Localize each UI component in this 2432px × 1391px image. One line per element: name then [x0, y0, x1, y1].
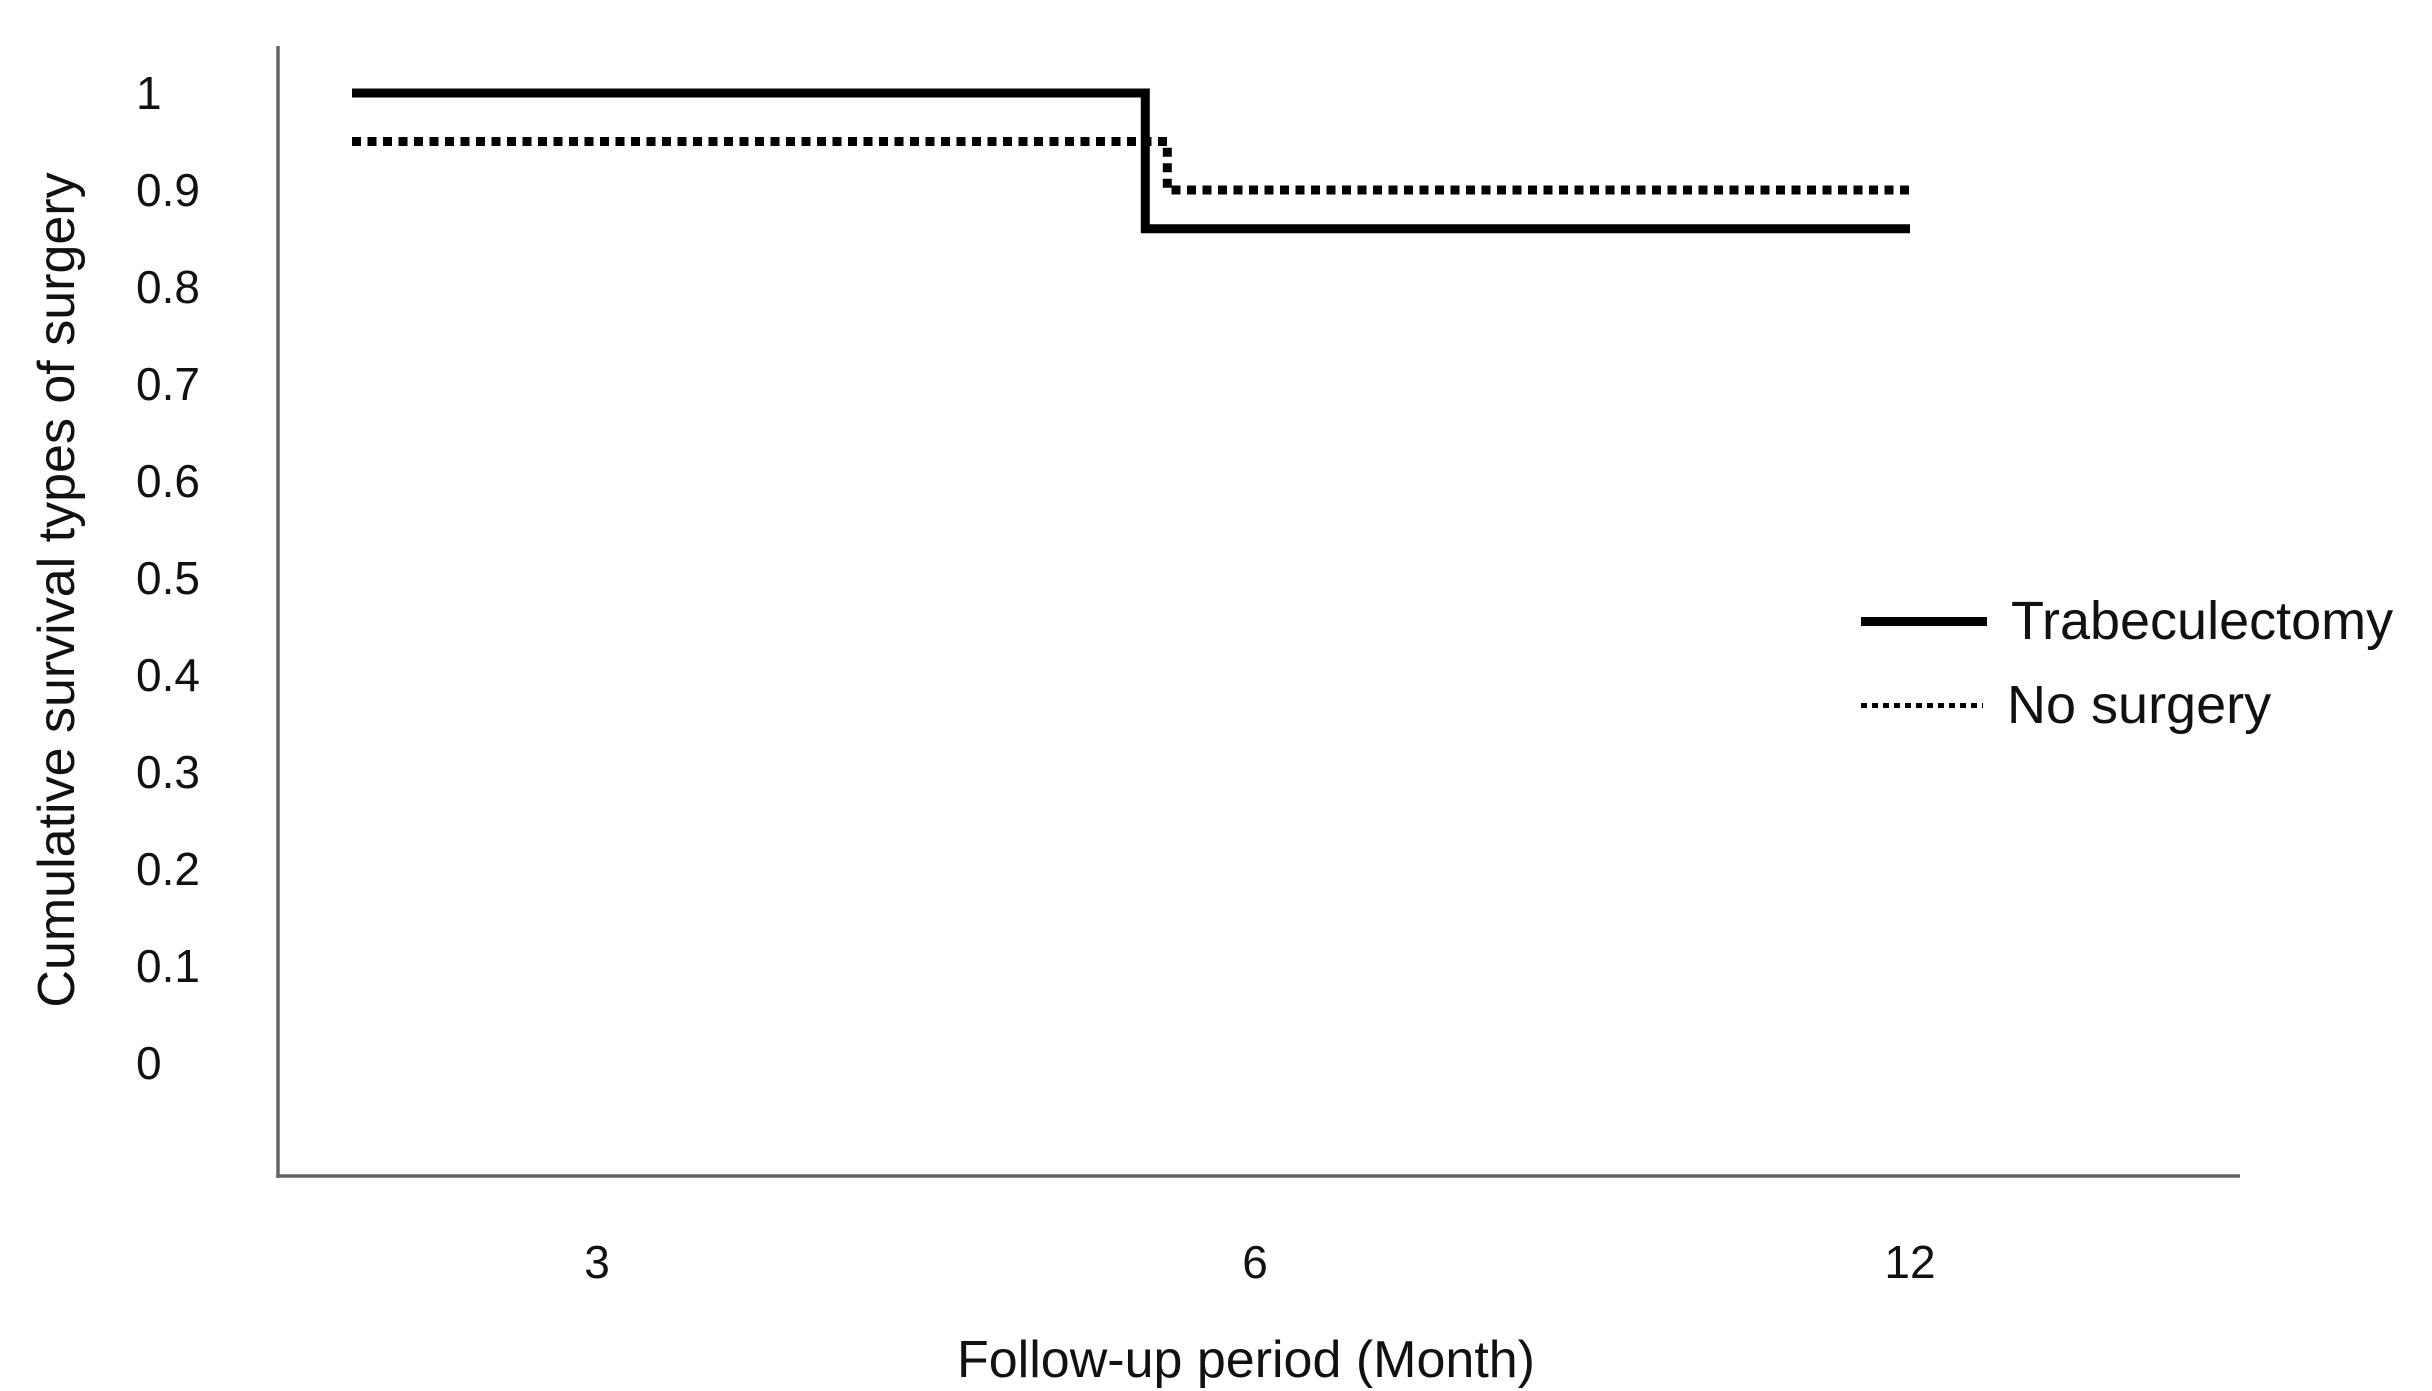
- y-tick-label-0.2: 0.2: [136, 843, 200, 895]
- y-tick-label-0.5: 0.5: [136, 552, 200, 604]
- y-tick-label-0.9: 0.9: [136, 164, 200, 216]
- legend-item-no-surgery: No surgery: [1861, 673, 2393, 737]
- y-tick-label-0.3: 0.3: [136, 746, 200, 798]
- y-tick-label-0.4: 0.4: [136, 649, 200, 701]
- solid-line-swatch: [1861, 616, 1987, 626]
- y-tick-label-1: 1: [136, 67, 162, 119]
- legend: Trabeculectomy No surgery: [1861, 589, 2393, 737]
- series-line-trabeculectomy: [352, 88, 1910, 234]
- y-axis-title: Cumulative survival types of surgery: [28, 172, 86, 1008]
- y-tick-label-0.8: 0.8: [136, 261, 200, 313]
- x-tick-label-6: 6: [1242, 1236, 1268, 1288]
- series-line-no-surgery: [352, 137, 1910, 195]
- y-tick-label-0.1: 0.1: [136, 940, 200, 992]
- x-tick-label-3: 3: [584, 1236, 610, 1288]
- x-axis-title: Follow-up period (Month): [956, 1331, 1536, 1389]
- legend-item-trabeculectomy: Trabeculectomy: [1861, 589, 2393, 653]
- y-tick-label-0.7: 0.7: [136, 358, 200, 410]
- legend-label-no-surgery: No surgery: [2007, 675, 2272, 735]
- y-tick-label-0: 0: [136, 1037, 162, 1089]
- legend-label-trabeculectomy: Trabeculectomy: [2011, 591, 2394, 651]
- y-tick-label-0.6: 0.6: [136, 455, 200, 507]
- x-tick-label-12: 12: [1884, 1236, 1935, 1288]
- dotted-line-swatch: [1861, 702, 1983, 708]
